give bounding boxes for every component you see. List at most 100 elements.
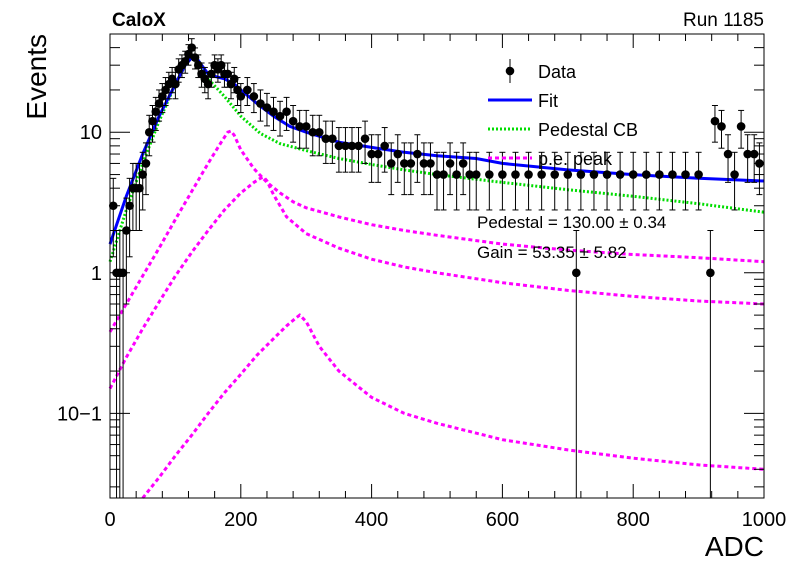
data-marker <box>524 170 533 179</box>
data-point <box>576 151 586 211</box>
y-tick-label: 10−1 <box>57 403 102 425</box>
gain-result: Gain = 53.35 ± 5.82 <box>477 243 627 262</box>
data-marker <box>249 92 259 101</box>
data-marker <box>154 99 164 108</box>
data-point <box>498 151 507 211</box>
data-point <box>511 151 520 211</box>
x-axis-title: ADC <box>705 531 764 562</box>
data-point <box>550 151 560 211</box>
data-marker <box>380 141 389 151</box>
data-point <box>419 142 429 196</box>
data-marker <box>236 92 246 101</box>
data-marker <box>314 127 324 137</box>
legend-item-p-e-peak: p.e. peak <box>488 149 613 169</box>
curves-layer <box>108 53 765 499</box>
data-point <box>413 134 422 183</box>
data-marker <box>256 99 265 108</box>
data-point <box>628 151 638 211</box>
data-marker <box>229 74 239 84</box>
data-marker <box>243 85 252 95</box>
data-point <box>262 92 272 127</box>
data-point <box>275 100 285 137</box>
data-point <box>229 66 239 94</box>
data-marker <box>233 85 242 95</box>
data-marker <box>341 141 350 151</box>
data-marker <box>628 170 638 179</box>
curve-p-e-peak-2 <box>108 175 765 390</box>
pedestal-result: Pedestal = 130.00 ± 0.34 <box>477 213 666 232</box>
data-marker <box>367 149 376 159</box>
data-marker <box>452 170 461 179</box>
data-marker <box>681 170 690 179</box>
data-marker <box>360 134 370 143</box>
data-marker <box>135 183 144 193</box>
y-tick-label: 1 <box>91 263 102 285</box>
data-marker <box>203 79 213 89</box>
curve-pedestal-cb <box>108 53 765 263</box>
data-point <box>122 197 131 305</box>
data-point <box>360 120 370 164</box>
data-marker <box>576 170 586 179</box>
data-point <box>334 127 344 173</box>
data-point <box>393 134 403 183</box>
data-marker <box>207 69 216 79</box>
data-point <box>373 134 383 183</box>
data-point <box>736 109 746 149</box>
data-marker <box>563 170 573 179</box>
data-marker <box>308 127 318 137</box>
legend-item-fit: Fit <box>488 91 558 111</box>
data-marker <box>615 170 625 179</box>
data-marker <box>187 43 197 52</box>
data-point <box>256 89 265 122</box>
data-marker <box>158 92 167 101</box>
data-marker <box>262 103 272 112</box>
data-point <box>452 151 461 211</box>
data-marker <box>373 149 383 159</box>
x-tick-label: 600 <box>486 509 519 531</box>
data-point <box>354 127 363 173</box>
data-marker <box>141 159 151 168</box>
legend: Data Fit Pedestal CB p.e. peak <box>488 59 638 169</box>
data-marker <box>445 159 455 168</box>
legend-label: p.e. peak <box>538 149 613 169</box>
curve-p-e-peak-1 <box>108 129 765 333</box>
data-point <box>341 127 350 173</box>
data-marker <box>655 170 664 179</box>
data-marker <box>125 201 134 211</box>
data-point <box>432 151 442 211</box>
data-marker <box>151 107 161 117</box>
data-point <box>321 120 331 164</box>
data-marker <box>295 122 304 131</box>
data-marker <box>572 268 581 278</box>
legend-marker <box>505 66 515 76</box>
data-point <box>380 127 389 173</box>
data-marker <box>301 122 311 131</box>
data-marker <box>641 170 651 179</box>
data-marker <box>432 170 442 179</box>
data-point <box>249 83 259 114</box>
data-point <box>655 151 664 211</box>
data-marker <box>386 159 396 168</box>
data-point <box>458 142 468 196</box>
data-marker <box>269 107 278 117</box>
data-point <box>141 142 151 196</box>
data-marker <box>275 111 285 121</box>
data-point <box>386 142 396 196</box>
plot-frame <box>109 33 765 499</box>
data-point <box>710 104 720 143</box>
x-tick-label: 200 <box>224 509 257 531</box>
data-marker <box>723 149 733 159</box>
data-point <box>314 114 324 157</box>
data-marker <box>122 226 131 235</box>
data-point <box>125 177 134 258</box>
data-point <box>730 151 739 211</box>
data-marker <box>511 170 520 179</box>
data-point <box>282 96 291 131</box>
data-marker <box>589 170 599 179</box>
data-marker <box>439 170 448 179</box>
data-marker <box>406 159 416 168</box>
data-marker <box>282 107 291 117</box>
data-point <box>615 151 625 211</box>
data-point <box>406 142 416 196</box>
